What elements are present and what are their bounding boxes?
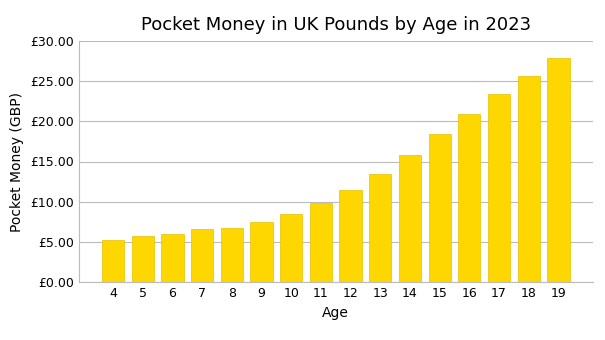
Bar: [548, 58, 569, 282]
Bar: [369, 173, 391, 282]
Bar: [399, 155, 421, 282]
Bar: [280, 214, 302, 282]
Bar: [102, 240, 124, 282]
X-axis label: Age: Age: [322, 306, 349, 320]
Bar: [458, 114, 480, 282]
Bar: [250, 222, 273, 282]
Bar: [339, 190, 362, 282]
Bar: [488, 94, 510, 282]
Bar: [221, 228, 243, 282]
Bar: [518, 76, 540, 282]
Title: Pocket Money in UK Pounds by Age in 2023: Pocket Money in UK Pounds by Age in 2023: [141, 16, 531, 34]
Bar: [162, 234, 184, 282]
Bar: [428, 134, 451, 282]
Bar: [191, 229, 214, 282]
Y-axis label: Pocket Money (GBP): Pocket Money (GBP): [10, 91, 24, 232]
Bar: [132, 236, 154, 282]
Bar: [310, 203, 332, 282]
